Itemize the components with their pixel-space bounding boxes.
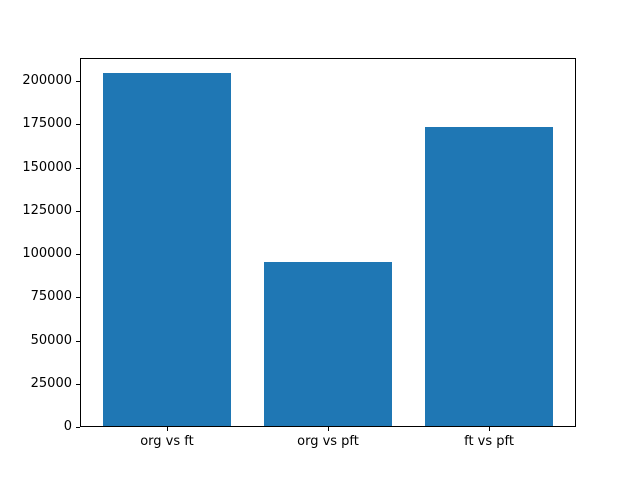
y-tick-mark (76, 297, 80, 299)
x-tick-label: org vs ft (140, 434, 194, 449)
y-tick-label: 25000 (30, 375, 72, 391)
y-tick-mark (76, 340, 80, 342)
y-tick-label: 50000 (30, 332, 72, 348)
y-tick-mark (76, 254, 80, 255)
x-tick-mark (166, 427, 168, 431)
y-tick-mark (76, 81, 80, 82)
y-tick-label: 150000 (22, 159, 72, 175)
y-tick-mark (76, 167, 80, 169)
x-tick-label: org vs pft (297, 434, 359, 449)
bar-org-vs-pft (263, 261, 393, 426)
y-tick-label: 200000 (22, 73, 72, 88)
y-tick-mark (76, 210, 80, 212)
bar-org-vs-ft (102, 73, 232, 426)
x-tick-label: ft vs pft (464, 434, 514, 449)
y-tick-mark (76, 427, 80, 428)
y-tick-label: 100000 (22, 246, 72, 261)
y-tick-label: 125000 (22, 202, 72, 218)
plot-area (80, 58, 576, 427)
x-tick-mark (489, 427, 491, 431)
y-tick-label: 175000 (22, 116, 72, 132)
bar-ft-vs-pft (424, 126, 554, 426)
bars-container (81, 59, 575, 426)
y-tick-label: 0 (63, 419, 72, 434)
y-tick-mark (76, 383, 80, 385)
y-tick-label: 75000 (30, 289, 72, 305)
y-tick-mark (76, 124, 80, 126)
x-tick-mark (328, 427, 329, 431)
